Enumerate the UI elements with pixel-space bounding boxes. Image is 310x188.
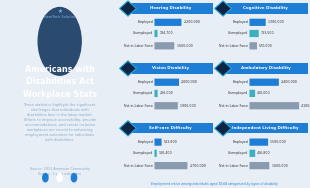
- Bar: [132, 3, 213, 14]
- Text: Not in Labor Force: Not in Labor Force: [219, 104, 248, 108]
- Text: 570,000: 570,000: [259, 44, 273, 48]
- Polygon shape: [221, 123, 227, 133]
- Text: 416,800: 416,800: [257, 151, 271, 155]
- Circle shape: [43, 174, 48, 182]
- FancyBboxPatch shape: [250, 30, 259, 37]
- Text: 206,000: 206,000: [160, 91, 173, 95]
- Text: 2,700,000: 2,700,000: [189, 164, 206, 168]
- Text: 1,600,000: 1,600,000: [271, 164, 288, 168]
- Text: 4,100,000: 4,100,000: [301, 104, 310, 108]
- Text: Unemployed: Unemployed: [228, 91, 248, 95]
- Bar: [227, 3, 308, 14]
- Text: Unemployed: Unemployed: [228, 31, 248, 36]
- Polygon shape: [126, 3, 132, 14]
- Text: 2,000,000: 2,000,000: [181, 80, 198, 84]
- Polygon shape: [221, 63, 227, 74]
- Bar: [132, 123, 213, 133]
- Circle shape: [57, 174, 62, 182]
- Text: 1,900,000: 1,900,000: [180, 104, 197, 108]
- Text: 1,600,000: 1,600,000: [176, 44, 193, 48]
- Polygon shape: [120, 121, 136, 136]
- Text: 2,400,000: 2,400,000: [281, 80, 298, 84]
- Text: 130,400: 130,400: [159, 151, 172, 155]
- FancyBboxPatch shape: [250, 90, 255, 97]
- FancyBboxPatch shape: [250, 79, 279, 86]
- Text: Employment status among individuals aged 18-64 categorized by types of disabilit: Employment status among individuals aged…: [151, 182, 278, 186]
- Bar: [227, 123, 308, 133]
- Bar: [227, 63, 308, 74]
- FancyBboxPatch shape: [250, 150, 255, 157]
- FancyBboxPatch shape: [154, 102, 178, 109]
- Text: Employed: Employed: [232, 20, 248, 24]
- FancyBboxPatch shape: [154, 150, 157, 157]
- Polygon shape: [120, 1, 136, 16]
- FancyBboxPatch shape: [154, 162, 188, 169]
- Text: ★: ★: [57, 9, 62, 14]
- Text: 2,200,000: 2,200,000: [184, 20, 200, 24]
- Circle shape: [38, 8, 81, 75]
- FancyBboxPatch shape: [250, 139, 268, 146]
- Bar: [132, 63, 213, 74]
- Polygon shape: [215, 61, 232, 76]
- FancyBboxPatch shape: [154, 79, 179, 86]
- Text: Vision Disability: Vision Disability: [152, 66, 189, 70]
- Text: Employed: Employed: [137, 140, 153, 144]
- Polygon shape: [126, 63, 132, 74]
- Text: 194,700: 194,700: [159, 31, 173, 36]
- Text: Not in Labor Force: Not in Labor Force: [124, 44, 153, 48]
- Polygon shape: [126, 123, 132, 133]
- Text: Cognitive Disability: Cognitive Disability: [243, 7, 288, 11]
- Text: Employed: Employed: [137, 80, 153, 84]
- Text: Employed: Employed: [232, 80, 248, 84]
- FancyBboxPatch shape: [154, 30, 157, 37]
- Polygon shape: [215, 1, 232, 16]
- Text: Self-care Difficulty: Self-care Difficulty: [149, 126, 192, 130]
- Text: Source: 2021 American Community
Survey, 1-year estimates: Source: 2021 American Community Survey, …: [30, 167, 90, 176]
- FancyBboxPatch shape: [154, 139, 162, 146]
- Polygon shape: [215, 121, 232, 136]
- Text: Employed: Employed: [232, 140, 248, 144]
- Text: Ambulatory Disability: Ambulatory Disability: [241, 66, 290, 70]
- Text: Not in Labor Force: Not in Labor Force: [124, 164, 153, 168]
- Text: Americans with
Disabilities Act
Workplace Stats: Americans with Disabilities Act Workplac…: [23, 65, 97, 99]
- Text: 533,800: 533,800: [163, 140, 177, 144]
- Text: Unemployed: Unemployed: [133, 91, 153, 95]
- Text: Unemployed: Unemployed: [133, 151, 153, 155]
- FancyBboxPatch shape: [154, 42, 174, 49]
- Text: 713,500: 713,500: [261, 31, 274, 36]
- Circle shape: [71, 174, 77, 182]
- Text: Hearing Disability: Hearing Disability: [150, 7, 191, 11]
- Text: 1,500,000: 1,500,000: [270, 140, 287, 144]
- FancyBboxPatch shape: [250, 162, 269, 169]
- Text: NearTech Solution: NearTech Solution: [44, 15, 76, 19]
- Text: Not in Labor Force: Not in Labor Force: [219, 164, 248, 168]
- FancyBboxPatch shape: [154, 90, 158, 97]
- Text: 1,300,000: 1,300,000: [268, 20, 284, 24]
- Text: Employed: Employed: [137, 20, 153, 24]
- Text: These statistics highlight the significant
challenges that individuals with
disa: These statistics highlight the significa…: [24, 102, 96, 142]
- FancyBboxPatch shape: [154, 19, 181, 26]
- Text: Independent Living Difficulty: Independent Living Difficulty: [232, 126, 299, 130]
- FancyBboxPatch shape: [250, 102, 299, 109]
- Polygon shape: [221, 3, 227, 14]
- FancyBboxPatch shape: [250, 42, 257, 49]
- Text: Not in Labor Force: Not in Labor Force: [124, 104, 153, 108]
- FancyBboxPatch shape: [250, 19, 266, 26]
- Text: Unemployed: Unemployed: [228, 151, 248, 155]
- Text: Unemployed: Unemployed: [133, 31, 153, 36]
- Text: 410,000: 410,000: [257, 91, 271, 95]
- Text: Not in Labor Force: Not in Labor Force: [219, 44, 248, 48]
- Polygon shape: [120, 61, 136, 76]
